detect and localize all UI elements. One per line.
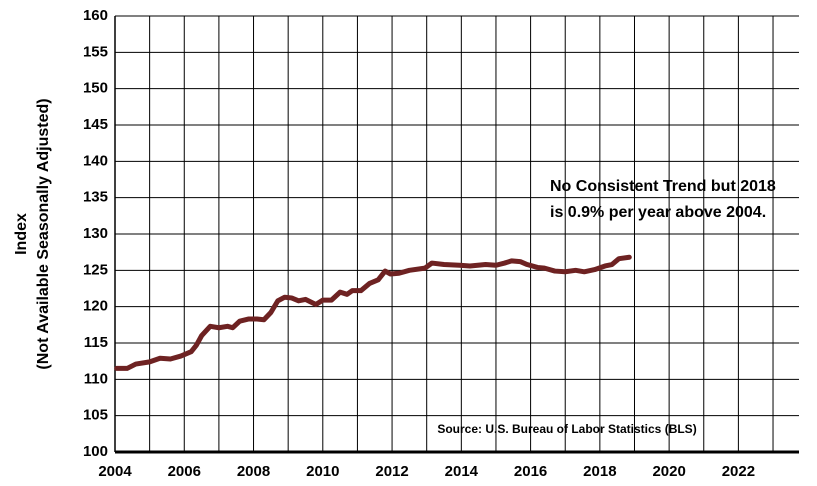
x-tick-label: 2016 — [514, 463, 547, 480]
annotation: is 0.9% per year above 2004. — [550, 204, 766, 221]
y-tick-label: 160 — [83, 7, 108, 24]
y-tick-label: 155 — [83, 43, 108, 60]
y-tick-label: 140 — [83, 152, 108, 169]
y-tick-label: 130 — [83, 225, 108, 242]
source-note: Source: U.S. Bureau of Labor Statistics … — [437, 422, 696, 436]
y-tick-label: 120 — [83, 298, 108, 315]
x-tick-label: 2014 — [445, 463, 479, 480]
x-tick-label: 2022 — [722, 463, 755, 480]
y-tick-label: 150 — [83, 80, 108, 97]
y-tick-label: 135 — [83, 189, 108, 206]
x-tick-label: 2006 — [168, 463, 201, 480]
x-tick-label: 2018 — [583, 463, 616, 480]
x-tick-label: 2004 — [98, 463, 132, 480]
y-tick-label: 125 — [83, 261, 108, 278]
y-axis-label: (Not Available Seasonally Adjusted) — [35, 98, 52, 369]
x-tick-label: 2010 — [306, 463, 339, 480]
x-tick-label: 2008 — [237, 463, 270, 480]
x-tick-label: 2012 — [375, 463, 408, 480]
line-series — [114, 254, 632, 371]
y-tick-label: 145 — [83, 116, 108, 133]
y-tick-label: 115 — [84, 334, 108, 351]
y-tick-label: 110 — [84, 370, 108, 387]
annotation: No Consistent Trend but 2018 — [550, 178, 776, 195]
y-axis-label: Index — [13, 213, 30, 255]
y-tick-label: 105 — [83, 407, 108, 424]
x-tick-label: 2020 — [652, 463, 685, 480]
y-tick-label: 100 — [83, 443, 108, 460]
